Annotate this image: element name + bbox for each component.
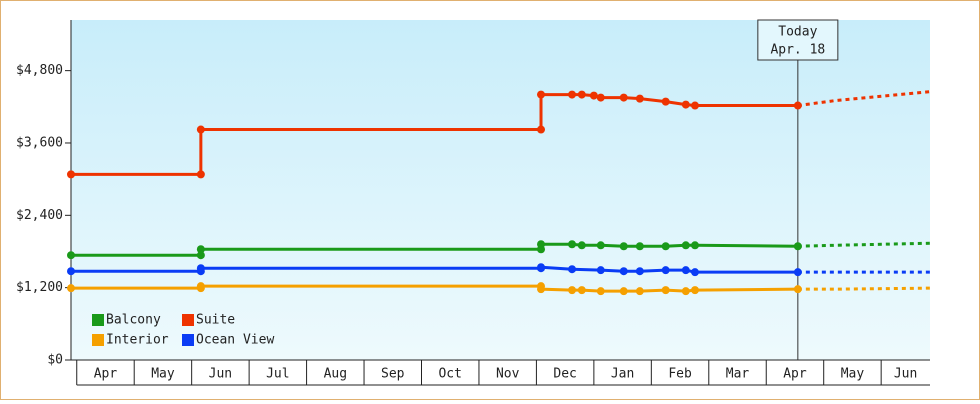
x-tick-label: Nov [496, 367, 520, 382]
point [589, 91, 598, 100]
x-tick-label: Dec [553, 367, 576, 382]
point [537, 240, 546, 249]
x-tick-label: Oct [438, 367, 461, 382]
y-tick-label: $3,600 [16, 135, 63, 150]
x-tick-label: May [151, 367, 175, 382]
point [596, 241, 605, 250]
y-tick-label: $4,800 [16, 63, 63, 78]
point [577, 241, 586, 250]
x-tick-label: Apr [94, 367, 118, 382]
point [619, 287, 628, 296]
legend-swatch [182, 314, 194, 326]
point [596, 93, 605, 102]
point [568, 240, 577, 249]
point [661, 266, 670, 275]
x-tick-label: Jan [611, 367, 634, 382]
point [196, 125, 205, 134]
x-tick-label: Sep [381, 367, 405, 382]
x-tick-label: Jun [894, 367, 917, 382]
point [196, 245, 205, 254]
today-label: Apr. 18 [770, 43, 825, 58]
point [577, 90, 586, 99]
point [690, 286, 699, 295]
point [661, 242, 670, 251]
point [793, 101, 802, 110]
point [635, 94, 644, 103]
point [196, 282, 205, 291]
x-tick-label: Aug [324, 367, 347, 382]
point [196, 251, 205, 260]
point [537, 90, 546, 99]
point [661, 286, 670, 295]
point [681, 100, 690, 109]
point [67, 267, 75, 276]
y-tick-label: $0 [47, 353, 63, 368]
y-tick-label: $2,400 [16, 208, 63, 223]
point [537, 263, 546, 272]
point [67, 251, 75, 260]
today-box [757, 19, 839, 61]
point [690, 241, 699, 250]
legend-label: Interior [106, 333, 169, 348]
today-label: Today [778, 25, 817, 40]
point [635, 242, 644, 251]
legend-label: Suite [196, 313, 235, 328]
point [596, 287, 605, 296]
point [568, 265, 577, 274]
point [690, 101, 699, 110]
point [635, 267, 644, 276]
legend-swatch [92, 314, 104, 326]
point [537, 285, 546, 294]
point [619, 242, 628, 251]
point [67, 170, 75, 179]
x-tick-label: Feb [668, 367, 692, 382]
point [793, 242, 802, 251]
point [67, 284, 75, 293]
point [596, 266, 605, 275]
point [681, 287, 690, 296]
point [690, 268, 699, 277]
point [568, 286, 577, 295]
x-tick-label: Apr [783, 367, 807, 382]
point [577, 286, 586, 295]
point [537, 125, 546, 134]
x-tick-label: Jun [209, 367, 232, 382]
point [793, 285, 802, 294]
point [635, 287, 644, 296]
projection-line [797, 286, 931, 291]
point [681, 266, 690, 275]
x-tick-label: Jul [266, 367, 289, 382]
point [568, 90, 577, 99]
legend-swatch [92, 334, 104, 346]
legend-swatch [182, 334, 194, 346]
point [619, 93, 628, 102]
x-tick-label: Mar [726, 367, 750, 382]
point [196, 170, 205, 179]
point [196, 264, 205, 273]
y-tick-label: $1,200 [16, 280, 63, 295]
legend-label: Balcony [106, 313, 161, 328]
plot-area [71, 20, 930, 360]
point [793, 268, 802, 277]
legend-label: Ocean View [196, 333, 274, 348]
point [619, 267, 628, 276]
point [661, 97, 670, 106]
x-tick-label: May [841, 367, 865, 382]
point [681, 241, 690, 250]
